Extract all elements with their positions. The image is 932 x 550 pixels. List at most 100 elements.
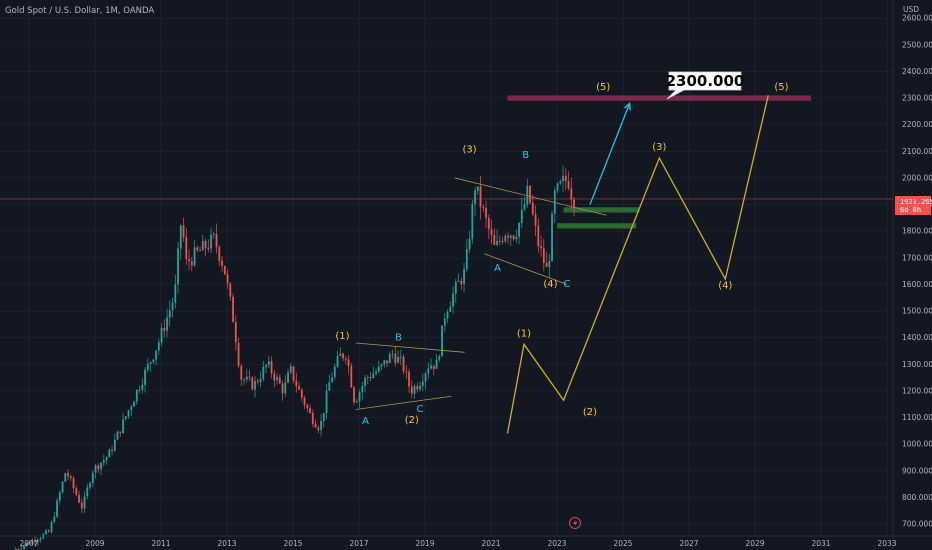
candle-body bbox=[72, 478, 75, 489]
candle-body bbox=[336, 355, 339, 367]
candle-body bbox=[399, 356, 402, 358]
candle-body bbox=[372, 373, 375, 378]
candle-body bbox=[135, 390, 138, 402]
channel-lines bbox=[355, 177, 607, 410]
time-tick-label: 2007 bbox=[19, 539, 38, 548]
candle-body bbox=[300, 389, 303, 398]
time-tick-label: 2029 bbox=[745, 539, 764, 548]
price-tick-label: 1100.000 bbox=[902, 413, 932, 422]
current-price-countdown: 6d 8h bbox=[900, 206, 921, 214]
candle-body bbox=[174, 284, 177, 303]
wave-projection bbox=[506, 95, 769, 434]
time-tick-label: 2023 bbox=[547, 539, 566, 548]
price-tick-label: 1300.000 bbox=[902, 360, 932, 369]
target-arrow-shaft bbox=[589, 103, 631, 205]
candle-body bbox=[410, 386, 413, 394]
price-tick-label: 2300.000 bbox=[902, 94, 932, 103]
support-zone bbox=[563, 207, 640, 213]
candle-body bbox=[394, 353, 397, 363]
wave-label: (4) bbox=[543, 279, 557, 290]
candle-body bbox=[328, 382, 331, 391]
candle-body bbox=[45, 530, 47, 535]
candle-body bbox=[75, 488, 78, 495]
lightning-icon-bolt bbox=[573, 519, 578, 528]
candle-body bbox=[317, 427, 320, 431]
channel-line bbox=[484, 253, 568, 285]
candle-body bbox=[386, 360, 388, 364]
price-tick-label: 2100.000 bbox=[902, 147, 932, 156]
chart-title: Gold Spot / U.S. Dollar, 1M, OANDA bbox=[5, 6, 154, 16]
price-tick-label: 1000.000 bbox=[902, 440, 932, 449]
candle-body bbox=[210, 234, 212, 249]
candle-body bbox=[20, 548, 23, 550]
candle-body bbox=[358, 392, 361, 402]
candles bbox=[14, 165, 575, 550]
target-arrow-head bbox=[624, 102, 631, 111]
candle-body bbox=[402, 356, 405, 372]
candle-body bbox=[100, 462, 102, 470]
wave-label: A bbox=[362, 416, 369, 427]
price-axis[interactable]: 700.000 800.000 900.000 1000.000 1100.000 120… bbox=[902, 14, 932, 529]
candle-body bbox=[391, 353, 394, 355]
candle-body bbox=[573, 199, 575, 209]
candle-body bbox=[421, 381, 424, 386]
wave-label: (3) bbox=[652, 142, 666, 153]
candle-body bbox=[229, 283, 232, 297]
price-tick-label: 1600.000 bbox=[902, 280, 932, 289]
candle-body bbox=[441, 325, 443, 357]
candle-body bbox=[493, 234, 496, 245]
candle-body bbox=[141, 384, 144, 390]
candle-body bbox=[108, 449, 111, 458]
candle-body bbox=[446, 311, 449, 319]
candle-body bbox=[267, 361, 270, 365]
time-tick-label: 2013 bbox=[217, 539, 236, 548]
candle-body bbox=[405, 371, 408, 373]
candle-body bbox=[295, 380, 298, 387]
callout-shape bbox=[666, 71, 742, 100]
candle-body bbox=[342, 353, 344, 359]
candle-body bbox=[36, 540, 39, 543]
lightning-icon[interactable] bbox=[569, 517, 581, 529]
candle-body bbox=[124, 416, 127, 420]
candle-body bbox=[171, 302, 174, 311]
candle-body bbox=[111, 449, 113, 451]
wave-label: (5) bbox=[596, 82, 610, 93]
candle-body bbox=[548, 261, 551, 267]
price-tick-label: 1400.000 bbox=[902, 333, 932, 342]
time-tick-label: 2011 bbox=[151, 539, 170, 548]
candle-body bbox=[537, 225, 540, 247]
price-tick-label: 800.000 bbox=[902, 493, 932, 502]
candle-body bbox=[512, 235, 515, 240]
candle-body bbox=[518, 223, 520, 237]
candle-body bbox=[487, 217, 490, 230]
candle-body bbox=[306, 405, 309, 409]
candle-body bbox=[556, 183, 559, 191]
candle-body bbox=[182, 225, 185, 238]
candle-body bbox=[276, 377, 278, 381]
price-tick-label: 700.000 bbox=[902, 520, 932, 529]
candle-body bbox=[94, 465, 97, 473]
candle-body bbox=[482, 207, 485, 209]
candle-body bbox=[364, 377, 366, 387]
candle-body bbox=[551, 213, 553, 262]
time-axis[interactable]: 2007 2009 2011 2013 2015 2017 2019 2021 2023 2025… bbox=[19, 539, 896, 548]
candle-body bbox=[531, 202, 534, 215]
candle-body bbox=[67, 473, 69, 477]
candle-body bbox=[564, 175, 567, 182]
candle-body bbox=[188, 259, 190, 262]
candle-body bbox=[375, 371, 377, 374]
candle-body bbox=[355, 401, 358, 403]
candle-body bbox=[138, 389, 141, 391]
callout-box[interactable]: 2300.000 bbox=[666, 71, 745, 100]
price-tick-label: 2000.000 bbox=[902, 173, 932, 182]
candle-body bbox=[515, 236, 518, 240]
candle-body bbox=[163, 327, 166, 331]
candle-body bbox=[50, 521, 53, 532]
candle-body bbox=[292, 366, 295, 381]
wave-labels: (1) BAC(2)(3) BA(4) C(5)(1)(2)(3)(4)(5) bbox=[335, 82, 788, 427]
candle-body bbox=[314, 423, 317, 428]
candle-body bbox=[69, 476, 72, 479]
